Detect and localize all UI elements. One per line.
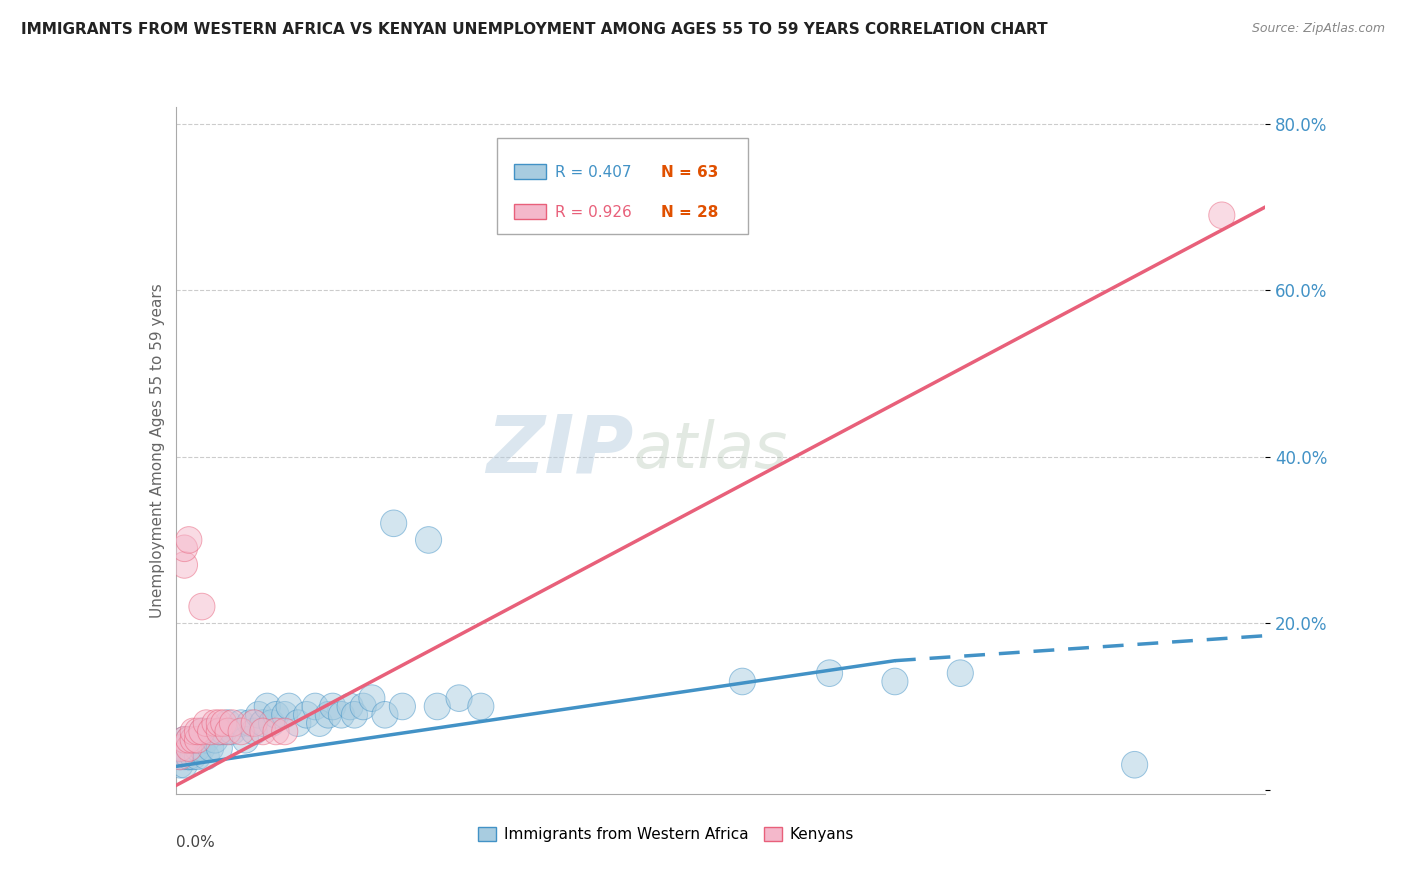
Text: R = 0.926: R = 0.926 xyxy=(555,205,631,220)
FancyBboxPatch shape xyxy=(513,203,546,219)
Y-axis label: Unemployment Among Ages 55 to 59 years: Unemployment Among Ages 55 to 59 years xyxy=(149,283,165,618)
Text: Source: ZipAtlas.com: Source: ZipAtlas.com xyxy=(1251,22,1385,36)
Text: N = 28: N = 28 xyxy=(661,205,718,220)
Text: ZIP: ZIP xyxy=(486,411,633,490)
Text: atlas: atlas xyxy=(633,419,787,482)
Text: 0.0%: 0.0% xyxy=(176,835,215,850)
Text: IMMIGRANTS FROM WESTERN AFRICA VS KENYAN UNEMPLOYMENT AMONG AGES 55 TO 59 YEARS : IMMIGRANTS FROM WESTERN AFRICA VS KENYAN… xyxy=(21,22,1047,37)
Text: R = 0.407: R = 0.407 xyxy=(555,165,631,180)
FancyBboxPatch shape xyxy=(498,138,748,234)
Legend: Immigrants from Western Africa, Kenyans: Immigrants from Western Africa, Kenyans xyxy=(472,821,860,848)
Text: N = 63: N = 63 xyxy=(661,165,718,180)
FancyBboxPatch shape xyxy=(513,163,546,178)
